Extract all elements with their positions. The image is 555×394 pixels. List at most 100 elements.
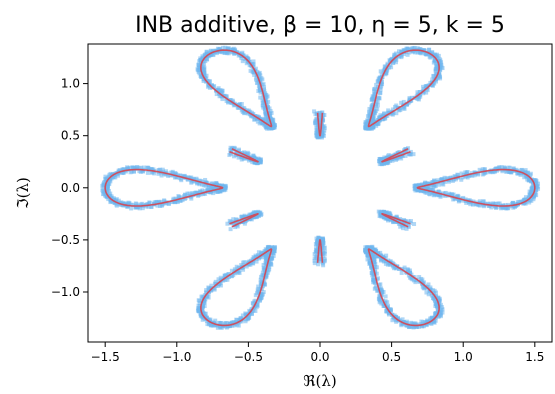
scatter-point <box>206 291 211 296</box>
scatter-point <box>133 201 138 206</box>
scatter-point <box>385 63 390 68</box>
scatter-point <box>196 68 201 73</box>
scatter-point <box>209 288 214 293</box>
scatter-point <box>162 198 167 203</box>
scatter-point <box>384 253 389 258</box>
y-axis-label: ℑ(λ) <box>14 177 32 209</box>
scatter-point <box>463 174 468 179</box>
scatter-point <box>197 301 202 306</box>
scatter-point <box>371 274 376 279</box>
scatter-point <box>316 262 321 267</box>
scatter-point <box>100 183 105 188</box>
scatter-point <box>431 296 436 301</box>
scatter-point <box>257 88 262 93</box>
scatter-point <box>314 254 319 259</box>
scatter-point <box>272 123 277 128</box>
scatter-point <box>379 301 384 306</box>
scatter-point <box>246 158 251 163</box>
scatter-point <box>404 226 409 231</box>
scatter-point <box>368 121 373 126</box>
scatter-point <box>137 206 142 211</box>
scatter-point <box>394 319 399 324</box>
scatter-point <box>424 90 429 95</box>
scatter-point <box>407 50 412 55</box>
scatter-point <box>231 217 236 222</box>
scatter-point <box>535 184 540 189</box>
scatter-point <box>156 199 161 204</box>
scatter-point <box>260 103 265 108</box>
scatter-point <box>392 219 397 224</box>
scatter-point <box>257 77 262 82</box>
scatter-point <box>367 246 372 251</box>
scatter-point <box>251 59 256 64</box>
scatter-point <box>432 312 437 317</box>
scatter-point <box>240 313 245 318</box>
scatter-point <box>216 277 221 282</box>
scatter-point <box>433 318 438 323</box>
scatter-point <box>507 165 512 170</box>
scatter-point <box>177 176 182 181</box>
scatter-point <box>208 318 213 323</box>
scatter-point <box>401 226 406 231</box>
scatter-point <box>272 245 277 250</box>
scatter-point <box>431 80 436 85</box>
boundary-curve-series <box>104 49 536 327</box>
scatter-point <box>419 319 424 324</box>
scatter-point <box>523 197 528 202</box>
eigenvalue-scatter-series <box>100 45 541 330</box>
scatter-point <box>199 179 204 184</box>
scatter-point <box>427 54 432 59</box>
scatter-point <box>158 167 163 172</box>
scatter-point <box>314 248 319 253</box>
scatter-point <box>424 190 429 195</box>
scatter-point <box>272 125 277 130</box>
x-tick-label: 0.5 <box>382 350 401 364</box>
scatter-point <box>511 166 516 171</box>
scatter-point <box>149 204 154 209</box>
scatter-point <box>482 167 487 172</box>
scatter-point <box>377 162 382 167</box>
scatter-point <box>450 175 455 180</box>
scatter-point <box>390 318 395 323</box>
scatter-point <box>146 165 151 170</box>
scatter-point <box>236 148 241 153</box>
scatter-point <box>269 262 274 267</box>
scatter-point <box>164 201 169 206</box>
scatter-point <box>265 126 270 131</box>
scatter-point <box>131 165 136 170</box>
scatter-point <box>247 308 252 313</box>
scatter-point <box>226 100 231 105</box>
scatter-point <box>430 77 435 82</box>
scatter-point <box>434 294 439 299</box>
x-tick-label: −1.0 <box>162 350 191 364</box>
scatter-point <box>527 200 532 205</box>
scatter-point <box>377 96 382 101</box>
scatter-point <box>408 219 413 224</box>
scatter-point <box>231 103 236 108</box>
scatter-point <box>384 69 389 74</box>
scatter-point <box>320 127 325 132</box>
scatter-point <box>386 311 391 316</box>
scatter-point <box>411 152 416 157</box>
scatter-point <box>256 250 261 255</box>
scatter-point <box>525 177 530 182</box>
scatter-point <box>390 264 395 269</box>
scatter-point <box>258 95 263 100</box>
scatter-point <box>209 323 214 328</box>
scatter-point <box>522 175 527 180</box>
scatter-point <box>159 199 164 204</box>
scatter-point <box>126 201 131 206</box>
scatter-point <box>220 45 225 50</box>
scatter-point <box>375 99 380 104</box>
scatter-point <box>271 248 276 253</box>
scatter-point <box>263 256 268 261</box>
scatter-point <box>262 266 267 271</box>
scatter-point <box>489 205 494 210</box>
scatter-point <box>240 59 245 64</box>
scatter-point <box>436 314 441 319</box>
scatter-point <box>242 221 247 226</box>
scatter-point <box>365 126 370 131</box>
scatter-point <box>215 284 220 289</box>
scatter-point <box>316 239 321 244</box>
scatter-point <box>529 198 534 203</box>
